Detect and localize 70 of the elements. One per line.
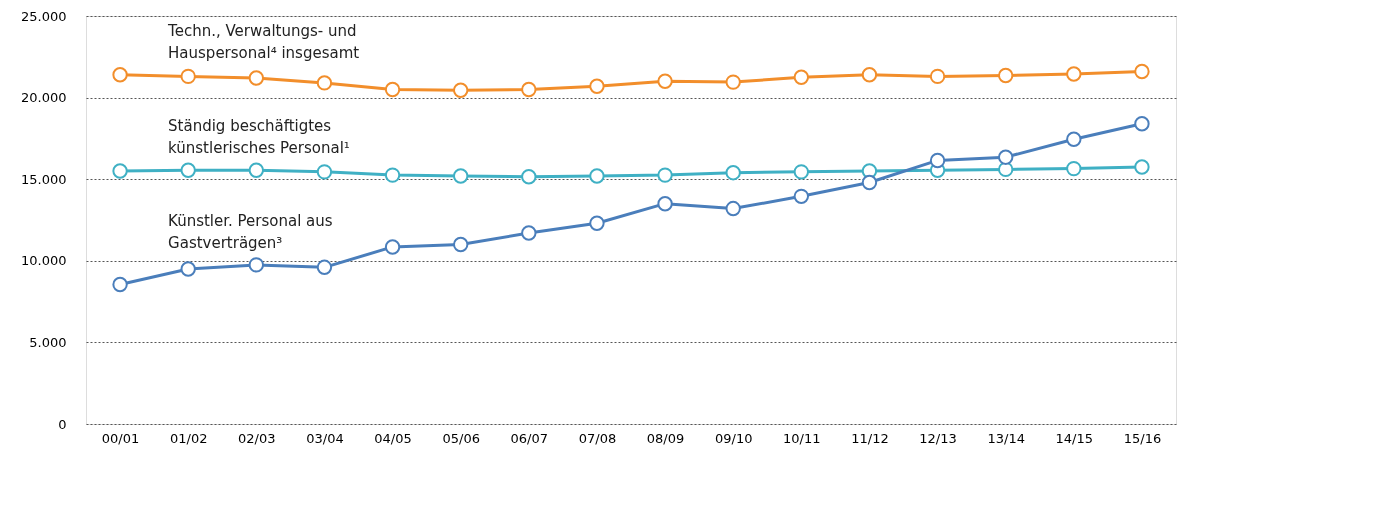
point: [1134, 63, 1150, 80]
x-tick-label: 11/12: [851, 430, 889, 446]
x-tick-label: 00/01: [101, 430, 140, 446]
point: [725, 200, 741, 217]
x-tick-label: 15/16: [1123, 430, 1162, 446]
x-tick-label: 07/08: [578, 430, 617, 446]
point: [248, 70, 265, 86]
point: [929, 68, 946, 85]
x-tick-label: 12/13: [919, 430, 957, 446]
point: [793, 188, 810, 205]
x-tick-label: 09/10: [714, 430, 753, 446]
point: [1066, 160, 1082, 177]
point: [657, 167, 673, 183]
x-tick-label: 13/14: [987, 430, 1025, 446]
point: [929, 152, 946, 169]
point: [1134, 159, 1150, 175]
point: [248, 257, 265, 273]
point: [997, 149, 1014, 165]
point: [452, 168, 469, 184]
x-tick-label: 03/04: [306, 430, 344, 446]
point: [384, 239, 401, 255]
y-tick-label: 15.000: [21, 171, 67, 187]
point: [384, 167, 401, 183]
x-tick-label: 04/05: [374, 430, 412, 446]
point: [248, 162, 265, 178]
point: [657, 73, 673, 89]
point: [589, 215, 605, 231]
point: [452, 82, 469, 98]
point: [180, 261, 196, 277]
point: [793, 164, 810, 180]
point: [180, 68, 196, 85]
point: [1066, 66, 1082, 82]
y-tick-label: 0: [58, 416, 67, 432]
x-tick-label: 06/07: [510, 430, 549, 446]
y-tick-label: 5.000: [29, 334, 67, 350]
point: [589, 78, 605, 94]
point: [384, 81, 401, 98]
point: [316, 164, 333, 180]
y-tick-label: 20.000: [21, 90, 67, 106]
point: [316, 259, 333, 276]
x-tick-label: 02/03: [238, 430, 276, 446]
point: [861, 174, 878, 191]
point: [112, 276, 128, 293]
point: [452, 236, 469, 253]
point: [521, 169, 537, 185]
point: [657, 195, 673, 212]
point: [861, 67, 878, 83]
point: [112, 163, 128, 179]
point: [793, 69, 810, 85]
x-tick-label: 10/11: [783, 430, 821, 446]
x-tick-label: 14/15: [1055, 430, 1094, 446]
x-tick-label: 01/02: [169, 430, 208, 446]
point: [112, 67, 128, 83]
x-tick-label: 05/06: [442, 430, 480, 446]
point: [316, 75, 333, 91]
x-tick-label: 08/09: [646, 430, 685, 446]
y-tick-label: 10.000: [21, 253, 67, 269]
series-label: Techn., Verwaltungs- und Hauspersonal⁴ insgesamt: [167, 21, 360, 62]
point: [589, 168, 605, 184]
series-label: Ständig beschäftigtes künstlerisches Personal¹: [168, 117, 350, 158]
point: [1066, 131, 1082, 147]
point: [725, 74, 741, 90]
point: [521, 225, 537, 241]
point: [180, 162, 196, 178]
series-label: Künstler. Personal aus Gastverträgen³: [168, 211, 333, 252]
point: [725, 164, 741, 181]
point: [1134, 116, 1150, 132]
y-tick-label: 25.000: [21, 8, 67, 24]
point: [997, 67, 1014, 84]
point: [521, 81, 537, 98]
